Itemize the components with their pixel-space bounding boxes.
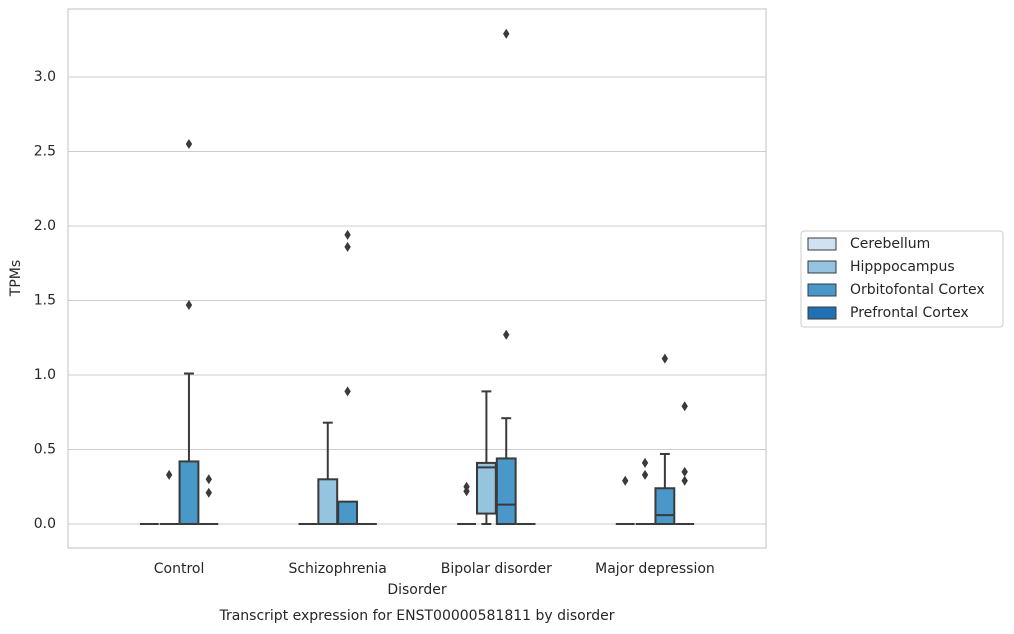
outlier [661, 353, 669, 364]
legend-label: Cerebellum [850, 236, 930, 252]
outlier [344, 386, 351, 397]
x-tick-label: Major depression [595, 561, 715, 577]
y-tick-label: 0.0 [34, 516, 56, 532]
legend-swatch [807, 237, 837, 251]
outlier [165, 469, 173, 480]
box [337, 500, 359, 526]
outlier [344, 241, 351, 252]
outlier [681, 466, 688, 477]
legend-frame [800, 230, 1004, 328]
y-tick-label: 1.5 [34, 292, 56, 308]
legend-swatch [807, 306, 837, 320]
legend-swatch [807, 260, 837, 274]
legend-label: Orbitofontal Cortex [850, 282, 985, 298]
box [495, 457, 517, 526]
outlier [205, 487, 212, 498]
y-tick-label: 2.0 [34, 218, 56, 234]
box [178, 460, 200, 526]
outlier [503, 28, 510, 39]
outlier [344, 229, 351, 240]
outlier [463, 481, 470, 492]
x-axis-label: Disorder [387, 582, 447, 598]
outlier [205, 474, 212, 485]
outlier [622, 475, 629, 486]
outlier [641, 457, 649, 468]
y-tick-label: 1.0 [34, 367, 56, 383]
y-tick-label: 3.0 [34, 69, 56, 85]
x-tick-label: Schizophrenia [288, 561, 386, 577]
legend-label: Hipppocampus [850, 259, 955, 275]
caption: Transcript expression for ENST0000058181… [218, 608, 614, 624]
legend-swatch [807, 283, 837, 297]
box [654, 487, 676, 526]
legend-label: Prefrontal Cortex [850, 305, 969, 321]
y-tick-label: 0.5 [34, 441, 56, 457]
outlier [681, 475, 688, 486]
outlier [503, 329, 510, 340]
box [475, 461, 497, 515]
legend: Cerebellum Hipppocampus Orbitofontal Corte… [800, 230, 1004, 328]
y-axis-label: TPMs [8, 260, 24, 297]
plot-frame [67, 8, 767, 549]
y-tick-label: 2.5 [34, 143, 56, 159]
outlier [681, 401, 688, 412]
outlier [185, 139, 193, 150]
outlier [185, 299, 193, 310]
x-tick-label: Control [154, 561, 205, 577]
box [317, 478, 339, 526]
outlier [641, 469, 649, 480]
x-tick-label: Bipolar disorder [441, 561, 552, 577]
